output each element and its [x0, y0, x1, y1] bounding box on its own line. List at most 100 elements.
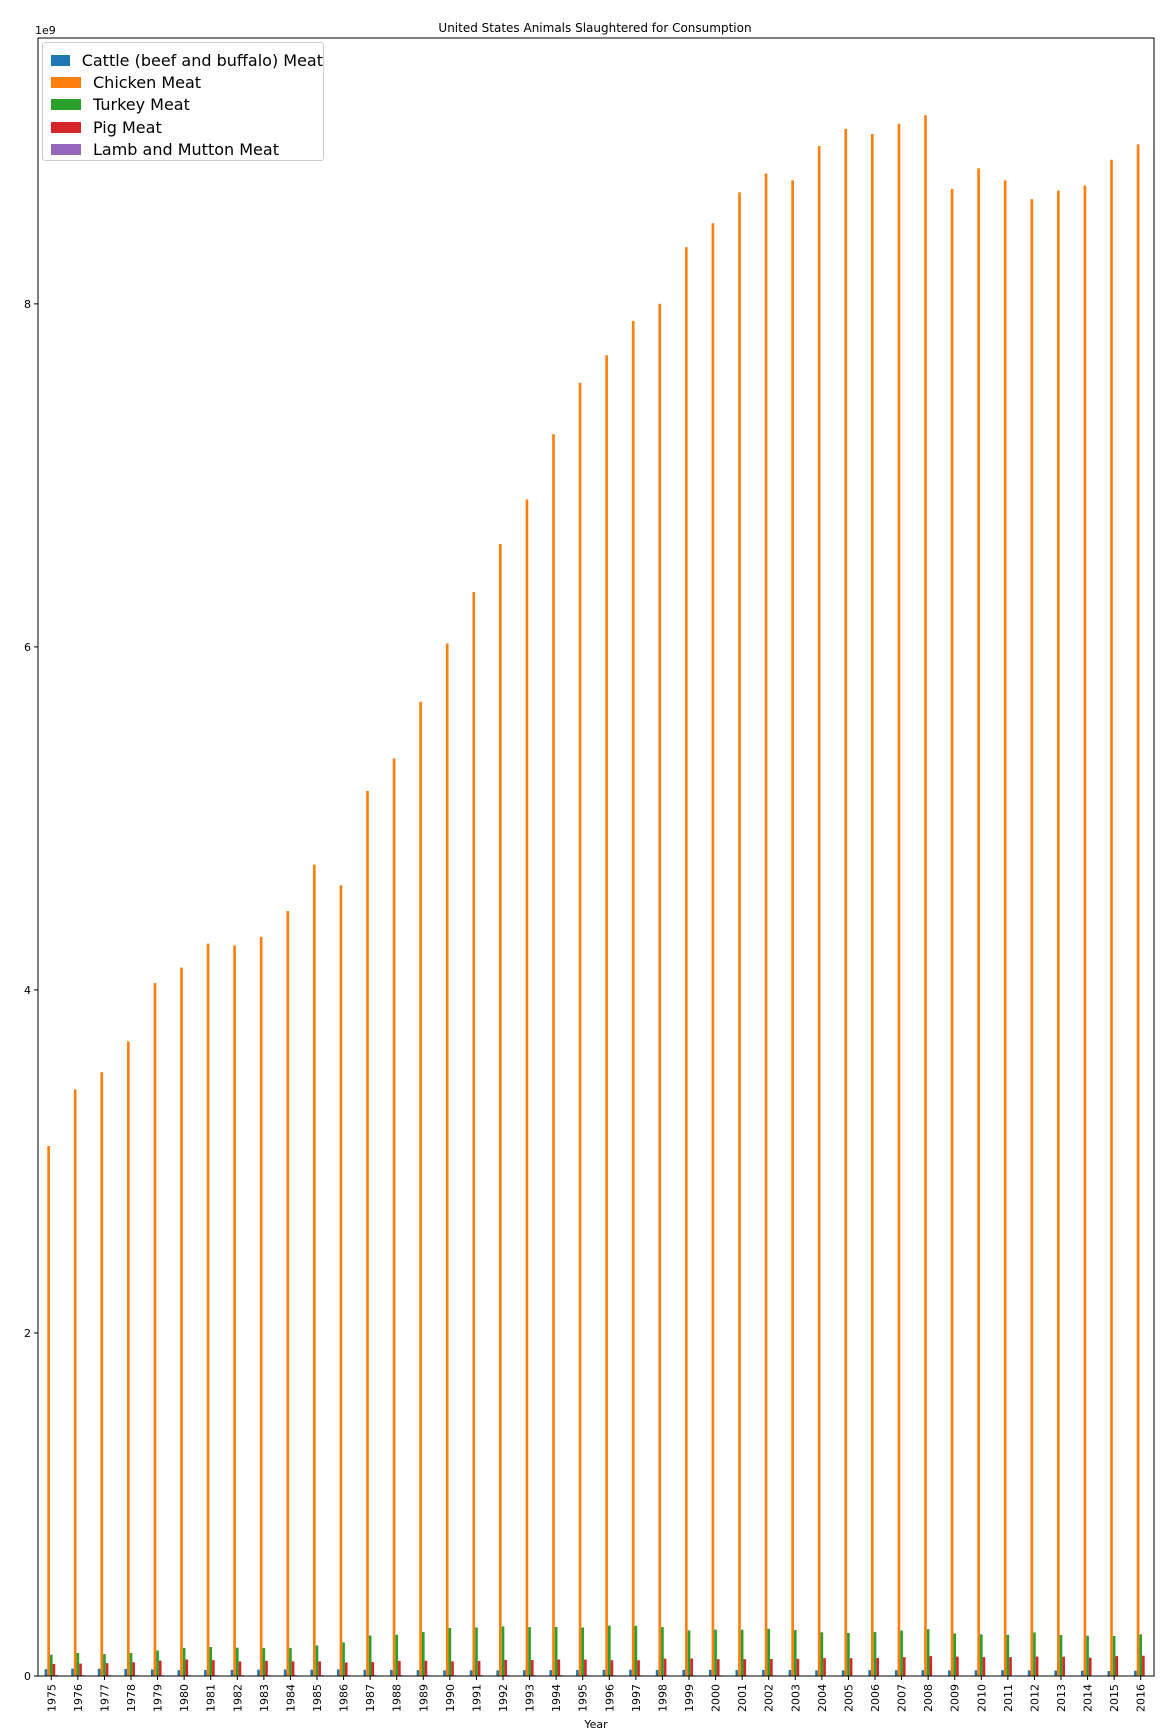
- bar-pig-2004: [823, 1658, 826, 1676]
- bar-chicken-1986: [339, 885, 343, 1676]
- x-tick-label-2003: 2003: [789, 1684, 802, 1712]
- x-tick-label-1996: 1996: [603, 1684, 616, 1712]
- bar-chicken-1998: [658, 303, 662, 1677]
- x-tick-label-2014: 2014: [1082, 1684, 1095, 1712]
- bar-chicken-1985: [313, 864, 316, 1676]
- bar-turkey-2011: [1006, 1634, 1010, 1676]
- x-tick-label-1995: 1995: [577, 1684, 590, 1712]
- bar-cattle-2009: [948, 1670, 951, 1676]
- bar-pig-1994: [557, 1659, 561, 1676]
- legend-swatch-pig: [51, 121, 81, 133]
- bar-cattle-1983: [257, 1669, 260, 1676]
- bar-pig-1978: [132, 1662, 135, 1676]
- bar-chicken-2015: [1110, 159, 1113, 1676]
- bar-cattle-1985: [310, 1669, 314, 1676]
- x-tick-label-1978: 1978: [125, 1684, 138, 1712]
- bar-pig-2009: [956, 1656, 959, 1676]
- bar-pig-2003: [796, 1658, 800, 1676]
- y-axis: 0 2 4 6 8: [24, 298, 38, 1683]
- x-tick-label-1977: 1977: [98, 1684, 111, 1712]
- bar-turkey-2014: [1086, 1635, 1089, 1676]
- x-tick-label-2009: 2009: [949, 1684, 962, 1712]
- legend-item-pig: Pig Meat: [43, 116, 323, 138]
- bar-turkey-1989: [421, 1632, 425, 1676]
- bar-turkey-1980: [182, 1648, 186, 1676]
- bar-cattle-1996: [602, 1669, 606, 1676]
- bar-pig-1992: [504, 1659, 507, 1676]
- x-tick-label-1990: 1990: [444, 1684, 457, 1712]
- x-tick-label-1986: 1986: [338, 1684, 351, 1712]
- bar-turkey-2006: [873, 1632, 877, 1676]
- bar-turkey-2015: [1112, 1636, 1116, 1676]
- bar-turkey-1988: [395, 1634, 399, 1676]
- bar-pig-2012: [1035, 1656, 1039, 1676]
- x-tick-label-1988: 1988: [391, 1684, 404, 1712]
- bar-pig-1980: [185, 1659, 189, 1676]
- bar-turkey-1987: [368, 1635, 372, 1676]
- bar-cattle-2007: [894, 1670, 898, 1676]
- bar-chicken-1991: [472, 592, 476, 1676]
- bar-pig-2006: [876, 1657, 879, 1676]
- bar-pig-1995: [584, 1659, 587, 1676]
- x-tick-label-2013: 2013: [1055, 1684, 1068, 1712]
- bar-chicken-2016: [1136, 144, 1140, 1677]
- bar-turkey-2007: [900, 1630, 903, 1676]
- legend-item-cattle: Cattle (beef and buffalo) Meat: [43, 49, 323, 71]
- bar-turkey-1996: [607, 1625, 611, 1676]
- bar-turkey-1984: [289, 1648, 292, 1676]
- bar-turkey-1976: [76, 1653, 80, 1676]
- bar-cattle-1975: [44, 1669, 48, 1676]
- legend-swatch-turkey: [51, 99, 81, 111]
- bar-chicken-2012: [1030, 199, 1034, 1677]
- legend-label-pig: Pig Meat: [93, 117, 162, 137]
- bar-pig-1988: [398, 1660, 401, 1676]
- bar-chicken-2006: [871, 134, 874, 1676]
- bar-chicken-1976: [73, 1089, 77, 1676]
- bar-cattle-2006: [868, 1670, 872, 1676]
- plot-frame: [37, 37, 1155, 1677]
- bar-chicken-1980: [180, 967, 183, 1676]
- bar-turkey-2005: [847, 1632, 850, 1676]
- bar-turkey-2008: [926, 1629, 930, 1676]
- bar-cattle-1989: [416, 1670, 420, 1676]
- x-tick-label-2008: 2008: [922, 1684, 935, 1712]
- legend-label-chicken: Chicken Meat: [93, 73, 202, 93]
- bar-chicken-1983: [259, 936, 263, 1676]
- bar-pig-2001: [743, 1659, 747, 1676]
- bar-chicken-1993: [525, 499, 529, 1676]
- bar-cattle-2013: [1054, 1670, 1058, 1676]
- bar-pig-1979: [158, 1660, 162, 1676]
- bar-cattle-2002: [762, 1670, 765, 1676]
- y-tick-label: 6: [24, 641, 31, 654]
- x-tick-label-1987: 1987: [364, 1684, 377, 1712]
- bar-group: [44, 115, 1148, 1677]
- bar-chicken-2010: [977, 168, 980, 1677]
- bar-chicken-2005: [844, 128, 848, 1676]
- bar-cattle-1984: [283, 1669, 287, 1676]
- bar-cattle-1997: [629, 1669, 632, 1676]
- bar-cattle-1990: [443, 1670, 446, 1676]
- bar-turkey-1995: [581, 1627, 585, 1676]
- legend-item-lamb: Lamb and Mutton Meat: [43, 139, 323, 161]
- bar-turkey-2003: [793, 1630, 797, 1676]
- bar-turkey-1983: [262, 1648, 266, 1676]
- x-tick-label-2007: 2007: [896, 1684, 909, 1712]
- bar-turkey-2004: [820, 1632, 824, 1676]
- bar-turkey-1975: [49, 1654, 53, 1676]
- x-tick-label-1982: 1982: [231, 1684, 244, 1712]
- bar-pig-1976: [79, 1663, 82, 1676]
- bar-chicken-1978: [127, 1041, 130, 1676]
- x-tick-label-1983: 1983: [258, 1684, 271, 1712]
- bar-cattle-1981: [204, 1670, 207, 1676]
- bar-cattle-1994: [549, 1670, 553, 1676]
- x-tick-label-2001: 2001: [736, 1684, 749, 1712]
- bar-cattle-1977: [97, 1668, 101, 1676]
- bar-cattle-2016: [1134, 1670, 1137, 1676]
- bar-turkey-1985: [315, 1645, 319, 1676]
- bar-chicken-2014: [1083, 185, 1087, 1676]
- x-tick-label-1980: 1980: [178, 1684, 191, 1712]
- bar-chicken-2003: [791, 180, 794, 1677]
- bar-pig-1990: [451, 1661, 454, 1676]
- bar-chicken-2001: [738, 192, 741, 1676]
- bar-turkey-1993: [528, 1627, 531, 1676]
